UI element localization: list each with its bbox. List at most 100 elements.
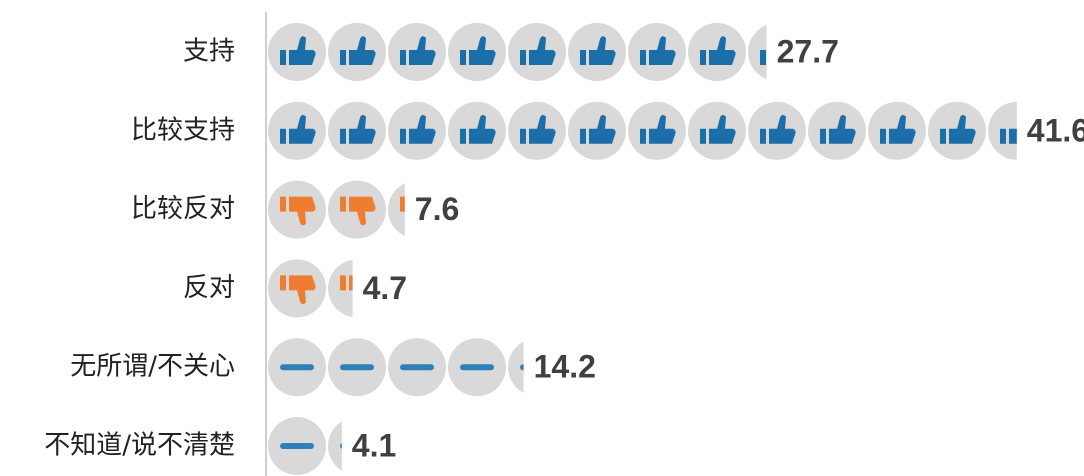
icon-cuff xyxy=(940,128,946,144)
icon-cuff xyxy=(580,128,586,144)
value-label: 7.6 xyxy=(415,191,459,227)
value-label: 4.7 xyxy=(363,270,407,306)
icon-cuff xyxy=(460,50,466,65)
icon xyxy=(328,180,386,239)
icon xyxy=(388,23,446,81)
icon-cuff xyxy=(280,196,286,212)
icon xyxy=(328,259,353,318)
icon-hand xyxy=(709,115,736,144)
icon-glyph xyxy=(580,115,616,144)
icon-hand xyxy=(589,115,616,144)
icon xyxy=(388,101,446,160)
icon-hand xyxy=(289,275,316,305)
icon-glyph xyxy=(520,364,524,371)
icon-glyph xyxy=(280,364,314,371)
category-label: 比较支持 xyxy=(131,115,235,145)
icon-cuff xyxy=(700,128,706,144)
icon xyxy=(448,101,506,160)
icon-glyph xyxy=(760,50,766,65)
icon-glyph xyxy=(1000,128,1017,144)
icon-glyph xyxy=(700,115,736,144)
icon-bg xyxy=(748,24,767,80)
icon-glyph xyxy=(400,196,405,212)
icon-cuff xyxy=(460,128,466,144)
icon-glyph xyxy=(820,115,856,144)
icon-hand xyxy=(289,196,316,226)
icon xyxy=(448,338,506,397)
icon-bg xyxy=(508,341,524,393)
category-label: 不知道/说不清楚 xyxy=(44,431,235,461)
icon-cuff xyxy=(760,50,766,65)
icon xyxy=(808,101,866,160)
icon-bg xyxy=(328,421,342,471)
icon xyxy=(508,341,524,393)
icon-cuff xyxy=(580,50,586,65)
icon-glyph xyxy=(760,115,796,144)
icon xyxy=(928,101,986,160)
icon-glyph xyxy=(340,364,374,371)
icon xyxy=(268,338,326,397)
category-label: 反对 xyxy=(183,273,235,303)
icon-glyph xyxy=(640,115,676,144)
icon xyxy=(508,23,566,81)
icon xyxy=(268,259,326,318)
icon xyxy=(988,101,1017,160)
icon-hand xyxy=(649,36,676,65)
icon xyxy=(688,101,746,160)
icon-glyph xyxy=(460,115,496,144)
category-label: 支持 xyxy=(183,37,235,67)
icon-hand xyxy=(289,115,316,144)
icon-cuff xyxy=(820,128,826,144)
icon xyxy=(628,23,686,81)
icon-hand xyxy=(409,115,436,144)
icon-hand xyxy=(529,36,556,65)
value-label: 14.2 xyxy=(534,349,596,385)
icon-glyph xyxy=(340,275,353,291)
bar xyxy=(268,338,524,397)
icon-glyph xyxy=(460,364,494,371)
icon-cuff xyxy=(1000,128,1006,144)
icon-glyph xyxy=(580,36,616,65)
icon-hand xyxy=(649,115,676,144)
icon-cuff xyxy=(400,196,405,212)
icon-glyph xyxy=(280,115,316,144)
icon xyxy=(568,101,626,160)
bar xyxy=(268,259,353,318)
icon xyxy=(268,180,326,239)
icon-cuff xyxy=(520,128,526,144)
icon xyxy=(328,23,386,81)
icon-glyph xyxy=(460,36,496,65)
icon-hand xyxy=(349,275,353,291)
icon-bg xyxy=(388,183,405,236)
bar xyxy=(268,180,405,239)
icon-glyph xyxy=(400,364,434,371)
icon-glyph xyxy=(340,196,376,226)
icon-cuff xyxy=(640,50,646,65)
icon-hand xyxy=(769,115,796,144)
icon-glyph xyxy=(340,443,342,449)
icon xyxy=(328,421,342,471)
icon xyxy=(628,101,686,160)
bar xyxy=(268,23,767,81)
icon-cuff xyxy=(340,275,346,291)
icon-glyph xyxy=(640,36,676,65)
icon-glyph xyxy=(940,115,976,144)
icon xyxy=(508,101,566,160)
icon-cuff xyxy=(340,128,346,144)
icon xyxy=(328,338,386,397)
icon xyxy=(388,338,446,397)
icon-cuff xyxy=(700,50,706,65)
icon-glyph xyxy=(280,275,316,305)
icon-glyph xyxy=(400,36,436,65)
value-label: 41.6 xyxy=(1027,112,1084,148)
icon xyxy=(688,23,746,81)
icon xyxy=(568,23,626,81)
icon-cuff xyxy=(280,50,286,65)
icon-cuff xyxy=(340,50,346,65)
icon-glyph xyxy=(880,115,916,144)
icon xyxy=(268,417,326,475)
icon-hand xyxy=(829,115,856,144)
icon xyxy=(868,101,926,160)
icon-hand xyxy=(469,115,496,144)
